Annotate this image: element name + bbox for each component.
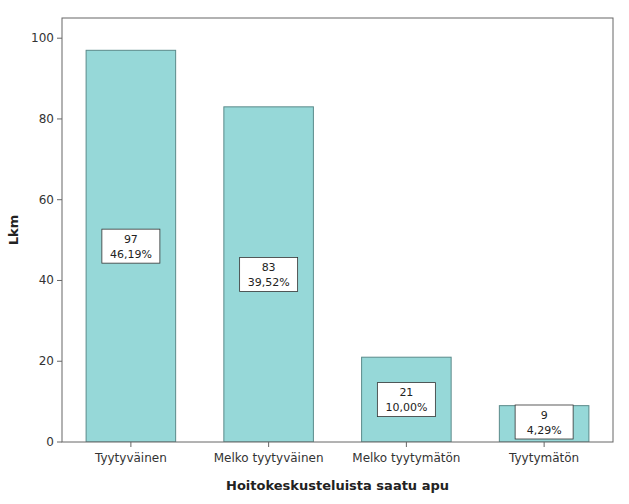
plot-frame [62,18,613,442]
x-tick [130,442,131,447]
y-tick-label: 20 [39,354,54,368]
data-label: 97 46,19% [102,229,160,263]
data-label-percentage: 39,52% [248,276,290,289]
data-label-value: 97 [124,233,138,246]
data-label-value: 9 [541,409,548,422]
x-tick-label: Tyytymätön [508,451,579,465]
y-tick-label: 40 [39,273,54,287]
chart: 0 20 40 60 80 100 Tyytyväinen Melko tyytyväinen… [0,0,629,504]
data-label-percentage: 46,19% [110,248,152,261]
x-tick [406,442,407,447]
x-tick [544,442,545,447]
y-tick-label: 100 [31,31,54,45]
y-tick-label: 80 [39,112,54,126]
data-label-value: 83 [262,261,276,274]
y-tick [57,199,62,200]
y-tick-label: 60 [39,193,54,207]
bar [224,107,314,442]
data-label-box [515,405,573,439]
x-tick-label: Melko tyytyväinen [214,451,324,465]
y-axis-label: Lkm [6,215,21,245]
y-tick [57,38,62,39]
x-tick-label: Melko tyytymätön [352,451,460,465]
x-axis-label: Hoitokeskusteluista saatu apu [226,478,449,493]
bar [499,406,589,442]
y-tick [57,361,62,362]
data-label-box [102,229,160,263]
data-label-box [377,383,435,417]
data-label: 9 4,29% [515,405,573,439]
x-tick-label: Tyytyväinen [94,451,167,465]
bar [362,357,452,442]
data-label: 83 39,52% [240,257,298,291]
y-tick-label: 0 [46,435,54,449]
y-tick [57,118,62,119]
data-label-percentage: 4,29% [527,424,562,437]
bars [86,50,589,442]
y-tick [57,442,62,443]
data-label-value: 21 [399,386,413,399]
x-tick [268,442,269,447]
y-tick [57,280,62,281]
data-label-box [240,257,298,291]
data-label: 21 10,00% [377,383,435,417]
chart-container: 0 20 40 60 80 100 Tyytyväinen Melko tyytyväinen… [0,0,629,504]
data-label-percentage: 10,00% [385,401,427,414]
bar [86,50,176,442]
